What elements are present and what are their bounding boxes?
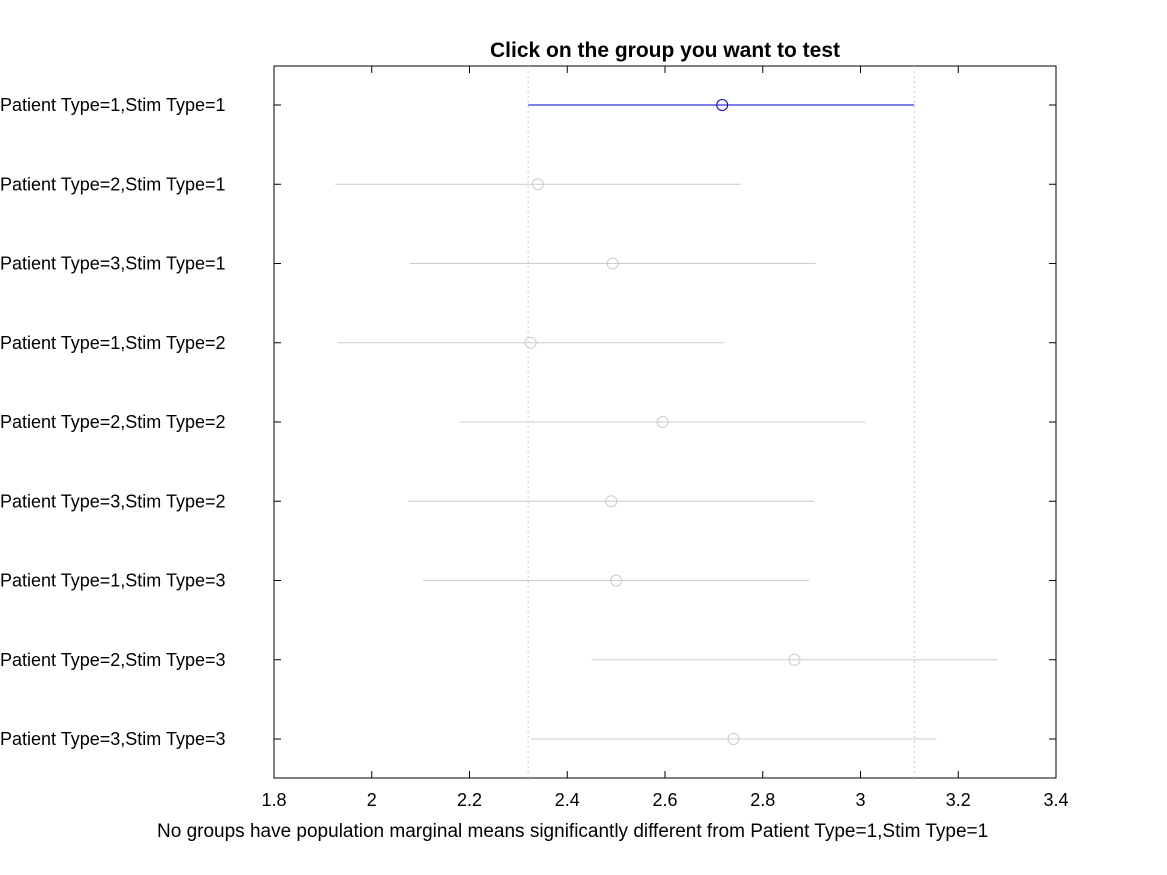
y-tick-label: Patient Type=1,Stim Type=1 bbox=[0, 95, 225, 115]
mean-marker[interactable] bbox=[727, 733, 740, 745]
y-tick-labels: Patient Type=1,Stim Type=1 Patient Type=2… bbox=[0, 95, 225, 749]
x-tick-label: 2.2 bbox=[457, 790, 482, 810]
mean-marker[interactable] bbox=[531, 178, 544, 191]
mean-marker[interactable] bbox=[605, 495, 618, 508]
group-interval[interactable] bbox=[459, 416, 866, 428]
mean-marker[interactable] bbox=[606, 257, 619, 270]
group-interval[interactable] bbox=[423, 574, 810, 587]
comparison-intervals[interactable] bbox=[335, 99, 998, 745]
x-axis-label: No groups have population marginal means… bbox=[157, 821, 988, 842]
x-tick-label: 3 bbox=[855, 790, 865, 810]
group-interval[interactable] bbox=[408, 495, 815, 508]
x-tick-label: 1.8 bbox=[261, 790, 286, 810]
group-interval[interactable] bbox=[530, 733, 937, 745]
x-tick-label: 2.4 bbox=[555, 790, 580, 810]
x-tick-label: 3.2 bbox=[946, 790, 971, 810]
x-tick-label: 3.4 bbox=[1043, 790, 1068, 810]
mean-marker[interactable] bbox=[610, 574, 623, 587]
chart-title: Click on the group you want to test bbox=[490, 39, 840, 62]
group-interval[interactable] bbox=[591, 653, 998, 666]
axis-ticks bbox=[273, 66, 1057, 778]
y-tick-label: Patient Type=2,Stim Type=1 bbox=[0, 174, 225, 194]
y-tick-label: Patient Type=3,Stim Type=1 bbox=[0, 254, 225, 274]
y-tick-label: Patient Type=1,Stim Type=3 bbox=[0, 571, 225, 591]
x-tick-label: 2 bbox=[367, 790, 377, 810]
x-tick-label: 2.6 bbox=[652, 790, 677, 810]
x-tick-labels: 1.8 2 2.2 2.4 2.6 2.8 3 3.2 3.4 bbox=[261, 790, 1068, 810]
mean-marker[interactable] bbox=[656, 416, 669, 428]
group-interval[interactable] bbox=[409, 257, 816, 270]
mean-marker[interactable] bbox=[788, 653, 801, 666]
group-interval[interactable] bbox=[528, 99, 915, 111]
y-tick-label: Patient Type=1,Stim Type=2 bbox=[0, 333, 225, 353]
y-tick-label: Patient Type=2,Stim Type=3 bbox=[0, 650, 225, 670]
x-tick-label: 2.8 bbox=[750, 790, 775, 810]
y-tick-label: Patient Type=2,Stim Type=2 bbox=[0, 412, 225, 432]
mean-marker[interactable] bbox=[716, 99, 729, 111]
group-interval[interactable] bbox=[337, 336, 724, 349]
y-tick-label: Patient Type=3,Stim Type=2 bbox=[0, 491, 225, 511]
group-interval[interactable] bbox=[335, 178, 741, 191]
y-tick-label: Patient Type=3,Stim Type=3 bbox=[0, 729, 225, 749]
mean-marker[interactable] bbox=[524, 336, 537, 349]
